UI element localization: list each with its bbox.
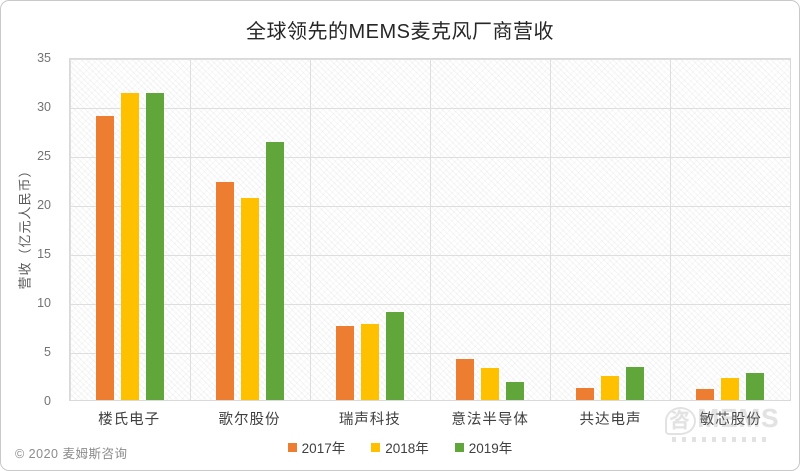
bar-group-共达电声 — [550, 59, 670, 400]
legend-swatch-icon — [454, 442, 464, 452]
x-label-共达电声: 共达电声 — [579, 412, 642, 428]
bar-楼氏电子-2017年 — [96, 116, 114, 400]
x-label-意法半导体: 意法半导体 — [451, 412, 529, 428]
y-tick-30: 30 — [37, 100, 51, 114]
bar-楼氏电子-2018年 — [121, 93, 139, 400]
legend-item-2018年: 2018年 — [371, 437, 429, 457]
legend-swatch-icon — [371, 442, 381, 452]
legend: 2017年 2018年 2019年 — [1, 437, 799, 457]
bar-group-敏芯股份 — [670, 59, 790, 400]
bar-歌尔股份-2019年 — [266, 141, 284, 400]
bar-group-歌尔股份 — [190, 59, 310, 400]
bar-歌尔股份-2017年 — [216, 181, 234, 400]
chart-title: 全球领先的MEMS麦克风厂商营收 — [246, 21, 554, 43]
y-tick-35: 35 — [37, 51, 51, 65]
x-label-楼氏电子: 楼氏电子 — [98, 412, 161, 428]
bar-共达电声-2018年 — [601, 375, 619, 400]
bar-共达电声-2017年 — [576, 388, 594, 400]
bar-瑞声科技-2017年 — [336, 325, 354, 400]
bar-共达电声-2019年 — [626, 366, 644, 400]
legend-item-2017年: 2017年 — [287, 437, 346, 457]
x-axis-labels: 楼氏电子 歌尔股份 瑞声科技 意法半导体 共达电声 敏芯股份 — [69, 408, 791, 429]
bar-series-container — [70, 59, 790, 400]
bar-group-意法半导体 — [430, 59, 550, 400]
bar-意法半导体-2017年 — [456, 359, 474, 400]
y-axis-ticks: 0 5 10 15 20 25 30 35 — [1, 51, 61, 408]
bar-意法半导体-2018年 — [481, 367, 499, 400]
bar-瑞声科技-2019年 — [386, 312, 404, 400]
bar-瑞声科技-2018年 — [361, 324, 379, 400]
bar-楼氏电子-2019年 — [146, 93, 164, 400]
legend-label: 2017年 — [301, 441, 346, 456]
copyright-text: © 2020 麦姆斯咨询 — [15, 447, 128, 461]
bar-意法半导体-2019年 — [506, 382, 524, 400]
bar-group-楼氏电子 — [70, 59, 190, 400]
bar-敏芯股份-2018年 — [721, 377, 739, 400]
bar-group-瑞声科技 — [310, 59, 430, 400]
legend-label: 2018年 — [385, 441, 429, 456]
legend-label: 2019年 — [468, 441, 513, 456]
y-tick-0: 0 — [44, 394, 51, 408]
bar-敏芯股份-2017年 — [696, 389, 714, 400]
y-tick-5: 5 — [44, 345, 51, 359]
bar-歌尔股份-2018年 — [241, 198, 259, 400]
legend-item-2019年: 2019年 — [454, 437, 513, 457]
plot-area — [69, 58, 791, 401]
bar-敏芯股份-2019年 — [746, 372, 764, 400]
y-tick-15: 15 — [37, 247, 51, 261]
y-tick-10: 10 — [37, 296, 51, 310]
y-tick-25: 25 — [37, 149, 51, 163]
y-tick-20: 20 — [37, 198, 51, 212]
legend-swatch-icon — [287, 442, 297, 452]
x-label-瑞声科技: 瑞声科技 — [338, 412, 401, 428]
x-label-敏芯股份: 敏芯股份 — [699, 412, 762, 428]
x-label-歌尔股份: 歌尔股份 — [218, 412, 281, 428]
